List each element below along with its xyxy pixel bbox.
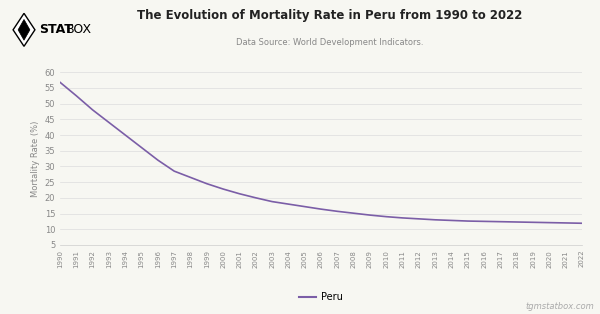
Legend: Peru: Peru (295, 288, 347, 306)
Text: STAT: STAT (39, 23, 73, 36)
Y-axis label: Mortality Rate (%): Mortality Rate (%) (31, 120, 40, 197)
Text: tgmstatbox.com: tgmstatbox.com (525, 302, 594, 311)
Text: The Evolution of Mortality Rate in Peru from 1990 to 2022: The Evolution of Mortality Rate in Peru … (137, 9, 523, 22)
Text: BOX: BOX (66, 23, 92, 36)
Polygon shape (18, 19, 30, 40)
Text: Data Source: World Development Indicators.: Data Source: World Development Indicator… (236, 38, 424, 47)
Polygon shape (13, 14, 35, 46)
